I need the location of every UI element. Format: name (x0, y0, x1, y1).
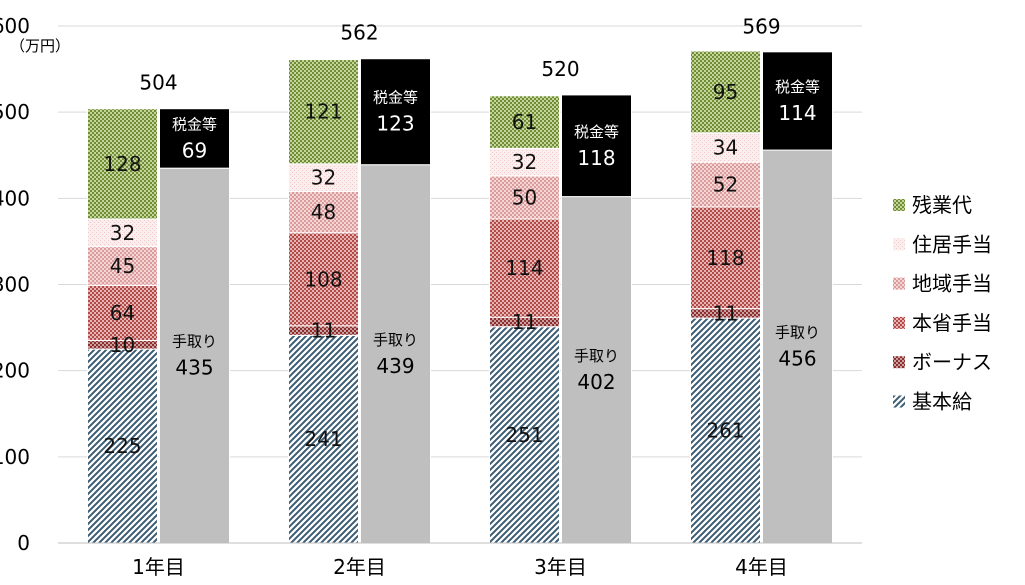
series-name-label-zeikin: 税金等 (775, 78, 820, 96)
y-tick-label: 400 (0, 186, 30, 210)
data-label-bonus: 11 (512, 310, 537, 334)
bar-segment-honsho (288, 232, 359, 327)
bar-segment-honsho (690, 206, 761, 310)
x-category-label: 3年目 (534, 555, 587, 579)
bar-segment-zangyo (489, 95, 560, 149)
data-label-jukyo: 34 (713, 135, 738, 159)
y-tick-label: 0 (17, 531, 30, 555)
bar-segment-jukyo (288, 163, 359, 192)
bar-segment-zangyo (690, 50, 761, 134)
axes: 0 100 200 300 400 500 600（万円） 1年目 2年目 3年目 4年目 (0, 14, 862, 579)
bar-segment-jukyo (489, 147, 560, 177)
data-label-honsho: 108 (304, 267, 342, 291)
data-label-bonus: 10 (110, 333, 135, 357)
bar-segment-zangyo (288, 59, 359, 165)
total-label: 520 (541, 57, 579, 81)
legend-label-chiiki: 地域手当 (912, 272, 992, 296)
data-label-honsho: 118 (706, 246, 744, 270)
bar-segment-zeikin (561, 94, 632, 198)
data-label-honsho: 64 (110, 301, 135, 325)
legend-swatch-kihon (893, 395, 905, 408)
data-labels: 225 10 64 45 32 128 手取り 435 税金等 69 504 241 11 108 48 32… (103, 15, 820, 458)
data-label-tedori: 435 (175, 356, 213, 380)
data-label-zeikin: 118 (577, 146, 615, 170)
x-category-label: 2年目 (333, 555, 386, 579)
legend-swatch-bonus (893, 356, 905, 369)
y-tick-label: 500 (0, 100, 30, 124)
bars (87, 50, 833, 544)
data-label-tedori: 456 (778, 347, 816, 371)
legend-swatch-honsho (893, 316, 905, 329)
bar-segment-tedori (360, 164, 431, 544)
series-name-label-zeikin: 税金等 (172, 115, 217, 133)
bar-segment-zangyo (87, 108, 158, 220)
total-label: 569 (742, 15, 780, 39)
data-label-zeikin: 69 (182, 138, 207, 162)
data-label-chiiki: 52 (713, 173, 738, 197)
x-category-label: 4年目 (735, 555, 788, 579)
legend-swatch-jukyo (893, 238, 905, 251)
y-tick-label: 300 (0, 272, 30, 296)
y-unit-label: （万円） (10, 37, 70, 55)
data-label-zangyo: 128 (103, 152, 141, 176)
legend-label-zangyo: 残業代 (912, 193, 972, 217)
bar-segment-kihon (489, 326, 560, 544)
data-label-chiiki: 45 (110, 254, 135, 278)
series-name-label-tedori: 手取り (172, 333, 217, 351)
bar-segment-honsho (87, 284, 158, 342)
data-label-bonus: 11 (311, 319, 336, 343)
series-name-label-tedori: 手取り (775, 324, 820, 342)
total-label: 504 (139, 71, 177, 95)
bar-segment-jukyo (690, 132, 761, 163)
data-label-bonus: 11 (713, 301, 738, 325)
series-name-label-tedori: 手取り (373, 331, 418, 349)
y-tick-label: 600 (0, 14, 30, 38)
data-label-jukyo: 32 (311, 166, 336, 190)
bar-segment-zeikin (762, 51, 833, 151)
data-label-zeikin: 123 (376, 112, 414, 136)
bar-segment-tedori (159, 167, 230, 544)
legend-swatch-zangyo (893, 199, 905, 211)
bar-segment-zeikin (159, 108, 230, 169)
data-label-kihon: 261 (706, 419, 744, 443)
series-name-label-zeikin: 税金等 (373, 89, 418, 107)
legend-swatch-chiiki (893, 277, 905, 290)
y-tick-label: 100 (0, 445, 30, 469)
data-label-zangyo: 95 (713, 80, 738, 104)
data-label-honsho: 114 (505, 256, 543, 280)
data-label-tedori: 439 (376, 354, 414, 378)
bar-segment-kihon (288, 334, 359, 544)
data-label-zangyo: 121 (304, 100, 342, 124)
legend-label-honsho: 本省手当 (912, 311, 992, 335)
bar-segment-tedori (561, 196, 632, 544)
legend-label-jukyo: 住居手当 (912, 232, 992, 256)
x-category-label: 1年目 (132, 555, 185, 579)
bar-segment-honsho (489, 218, 560, 318)
bar-segment-chiiki (690, 161, 761, 208)
data-label-kihon: 251 (505, 423, 543, 447)
data-label-zeikin: 114 (778, 101, 816, 125)
bar-segment-kihon (690, 317, 761, 544)
data-label-chiiki: 48 (311, 200, 336, 224)
legend-label-bonus: ボーナス (912, 350, 992, 374)
data-label-chiiki: 50 (512, 185, 537, 209)
data-label-tedori: 402 (577, 370, 615, 394)
data-label-jukyo: 32 (512, 150, 537, 174)
series-name-label-tedori: 手取り (574, 347, 619, 365)
bar-segment-zeikin (360, 58, 431, 166)
series-name-label-zeikin: 税金等 (574, 123, 619, 141)
legend-label-kihon: 基本給 (912, 390, 972, 414)
data-label-kihon: 241 (304, 427, 342, 451)
data-label-jukyo: 32 (110, 221, 135, 245)
total-label: 562 (340, 21, 378, 45)
data-label-zangyo: 61 (512, 110, 537, 134)
y-tick-label: 200 (0, 359, 30, 383)
data-label-kihon: 225 (103, 434, 141, 458)
